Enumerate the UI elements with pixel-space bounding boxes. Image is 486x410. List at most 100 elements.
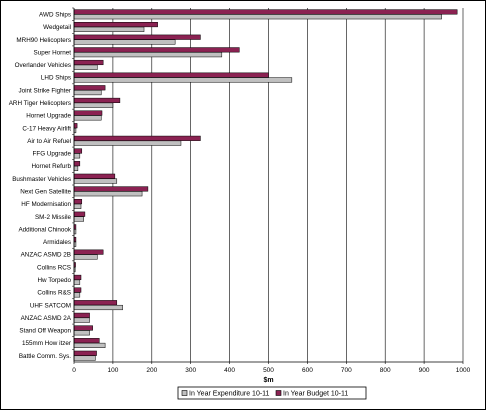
bar-anzac-asmd-2b-budget (73, 249, 104, 255)
category-label-hf-modernisation: HF Modernisation (21, 201, 71, 208)
legend-swatch-budget (275, 390, 282, 396)
category-label-ffg-upgrade: FFG Upgrade (33, 151, 72, 158)
bar-ffg-upgrade-budget (73, 148, 83, 154)
category-label-next-gen-satellite: Next Gen Satellite (20, 189, 71, 196)
legend-label-expenditure: In Year Expenditure 10-11 (189, 391, 270, 398)
bar-sm-2-missile-budget (73, 211, 86, 217)
bar-joint-strike-fighter-budget (73, 85, 106, 91)
x-tick-label-1000: 1000 (456, 367, 471, 374)
x-tick-label-0: 0 (72, 367, 76, 374)
gridlines (112, 8, 464, 362)
x-tick-label-200: 200 (146, 367, 157, 374)
bar-mrh90-helicopters-expenditure (73, 39, 176, 45)
category-label-air-to-air-refuel: Air to Air Refuel (27, 138, 71, 145)
bar-mrh90-helicopters-budget (73, 34, 201, 40)
bar-sm-2-missile-expenditure (73, 216, 84, 222)
bar-super-hornet-expenditure (73, 52, 223, 58)
bar-wedgetail-expenditure (73, 26, 145, 32)
bar-hornet-upgrade-budget (73, 110, 103, 116)
legend-label-budget: In Year Budget 10-11 (283, 391, 348, 398)
legend-swatch-expenditure (181, 390, 188, 396)
bar-hw-torpedo-expenditure (73, 279, 81, 285)
bar-wedgetail-budget (73, 22, 158, 28)
legend: In Year Expenditure 10-11 In Year Budget… (177, 386, 367, 400)
category-labels: AWD Ships Wedgetail MRH90 Helicopters Super… (9, 12, 72, 360)
bar-stand-off-weapon-expenditure (73, 330, 90, 336)
category-label-hw-torpedo: Hw Torpedo (38, 277, 72, 284)
x-tick-label-700: 700 (341, 367, 352, 374)
category-label-hornet-upgrade: Hornet Upgrade (26, 113, 71, 120)
category-label-anzac-asmd-2a: ANZAC ASMD 2A (21, 315, 72, 322)
bar-arh-tiger-helicopters-expenditure (73, 102, 114, 108)
bar-anzac-asmd-2b-expenditure (73, 254, 98, 260)
category-label-collins-r-s: Collins R&S (37, 290, 71, 297)
category-label-armidales: Armidales (43, 239, 71, 246)
bar-air-to-air-refuel-budget (73, 135, 201, 141)
category-label-additional-chinook: Additional Chinook (18, 226, 71, 233)
bar-next-gen-satellite-budget (73, 186, 149, 192)
bar-hf-modernisation-expenditure (73, 203, 82, 209)
bar-hornet-refurb-budget (73, 161, 81, 167)
category-label-collins-rcs: Collins RCS (37, 264, 71, 271)
bar-overlander-vehicles-budget (73, 59, 104, 66)
category-label-super-hornet: Super Hornet (34, 49, 72, 56)
bar-hornet-refurb-expenditure (73, 165, 79, 171)
bar-air-to-air-refuel-expenditure (73, 140, 182, 146)
bar-overlander-vehicles-expenditure (73, 64, 98, 70)
x-tick-label-600: 600 (302, 367, 313, 374)
category-label-bushmaster-vehicles: Bushmaster Vehicles (12, 176, 71, 183)
bar-uhf-satcom-budget (73, 300, 118, 306)
category-label-awd-ships: AWD Ships (39, 12, 71, 19)
category-label-mrh90-helicopters: MRH90 Helicopters (16, 37, 71, 44)
category-label-hornet-refurb: Hornet Refurb (31, 163, 71, 170)
bar-bushmaster-vehicles-budget (73, 173, 116, 179)
category-label-joint-strike-fighter: Joint Strike Fighter (19, 87, 72, 94)
bar-awd-ships-expenditure (73, 14, 442, 20)
bar-uhf-satcom-expenditure (73, 304, 123, 311)
bar-joint-strike-fighter-expenditure (73, 90, 102, 96)
bar-hornet-upgrade-expenditure (73, 115, 102, 121)
bar-hf-modernisation-budget (73, 199, 83, 205)
bar-stand-off-weapon-budget (73, 325, 93, 331)
category-label-battle-comm-sys: Battle Comm. Sys. (19, 353, 71, 360)
category-label-stand-off-weapon: Stand Off Weapon (19, 328, 71, 335)
category-label-c-17-heavy-airlift: C-17 Heavy Airlift (22, 125, 71, 132)
x-tick-label-400: 400 (224, 367, 235, 374)
x-tick-label-100: 100 (107, 367, 118, 374)
category-label-sm-2-missile: SM-2 Missile (35, 214, 72, 221)
bar-155mm-how-itzer-expenditure (73, 342, 106, 348)
bar-battle-comm-sys-budget (73, 350, 97, 356)
bar-collins-r-s-expenditure (73, 292, 81, 298)
category-label-arh-tiger-helicopters: ARH Tiger Helicopters (9, 100, 71, 107)
bar-155mm-how-itzer-budget (73, 338, 100, 344)
bars (73, 9, 458, 361)
category-label-overlander-vehicles: Overlander Vehicles (15, 62, 71, 69)
bar-super-hornet-budget (73, 47, 240, 53)
bar-arh-tiger-helicopters-budget (73, 97, 121, 103)
x-tick-label-300: 300 (185, 367, 196, 374)
x-tick-labels: 0 100 200 300 400 500 600 700 800 900 1000 (72, 362, 471, 374)
category-label-lhd-ships: LHD Ships (41, 75, 71, 82)
axes (72, 7, 463, 363)
bar-next-gen-satellite-expenditure (73, 191, 143, 197)
category-label-uhf-satcom: UHF SATCOM (30, 302, 71, 309)
category-label-anzac-asmd-2b: ANZAC ASMD 2B (21, 252, 71, 259)
x-tick-label-500: 500 (263, 367, 274, 374)
x-axis-title: $m (263, 377, 273, 384)
bar-battle-comm-sys-expenditure (73, 355, 96, 361)
category-label-155mm-how-itzer: 155mm How itzer (22, 340, 71, 347)
bar-collins-r-s-budget (73, 287, 82, 293)
bar-awd-ships-budget (73, 9, 458, 15)
bar-bushmaster-vehicles-expenditure (73, 178, 118, 184)
bar-hw-torpedo-budget (73, 274, 82, 280)
category-label-wedgetail: Wedgetail (43, 24, 71, 31)
x-tick-label-800: 800 (380, 367, 391, 374)
bar-lhd-ships-expenditure (73, 77, 293, 83)
bar-anzac-asmd-2a-budget (73, 312, 90, 318)
bar-ffg-upgrade-expenditure (73, 153, 81, 159)
bar-lhd-ships-budget (73, 72, 269, 78)
x-tick-label-900: 900 (419, 367, 430, 374)
legend-box (177, 386, 367, 400)
bar-c-17-heavy-airlift-budget (73, 123, 78, 129)
